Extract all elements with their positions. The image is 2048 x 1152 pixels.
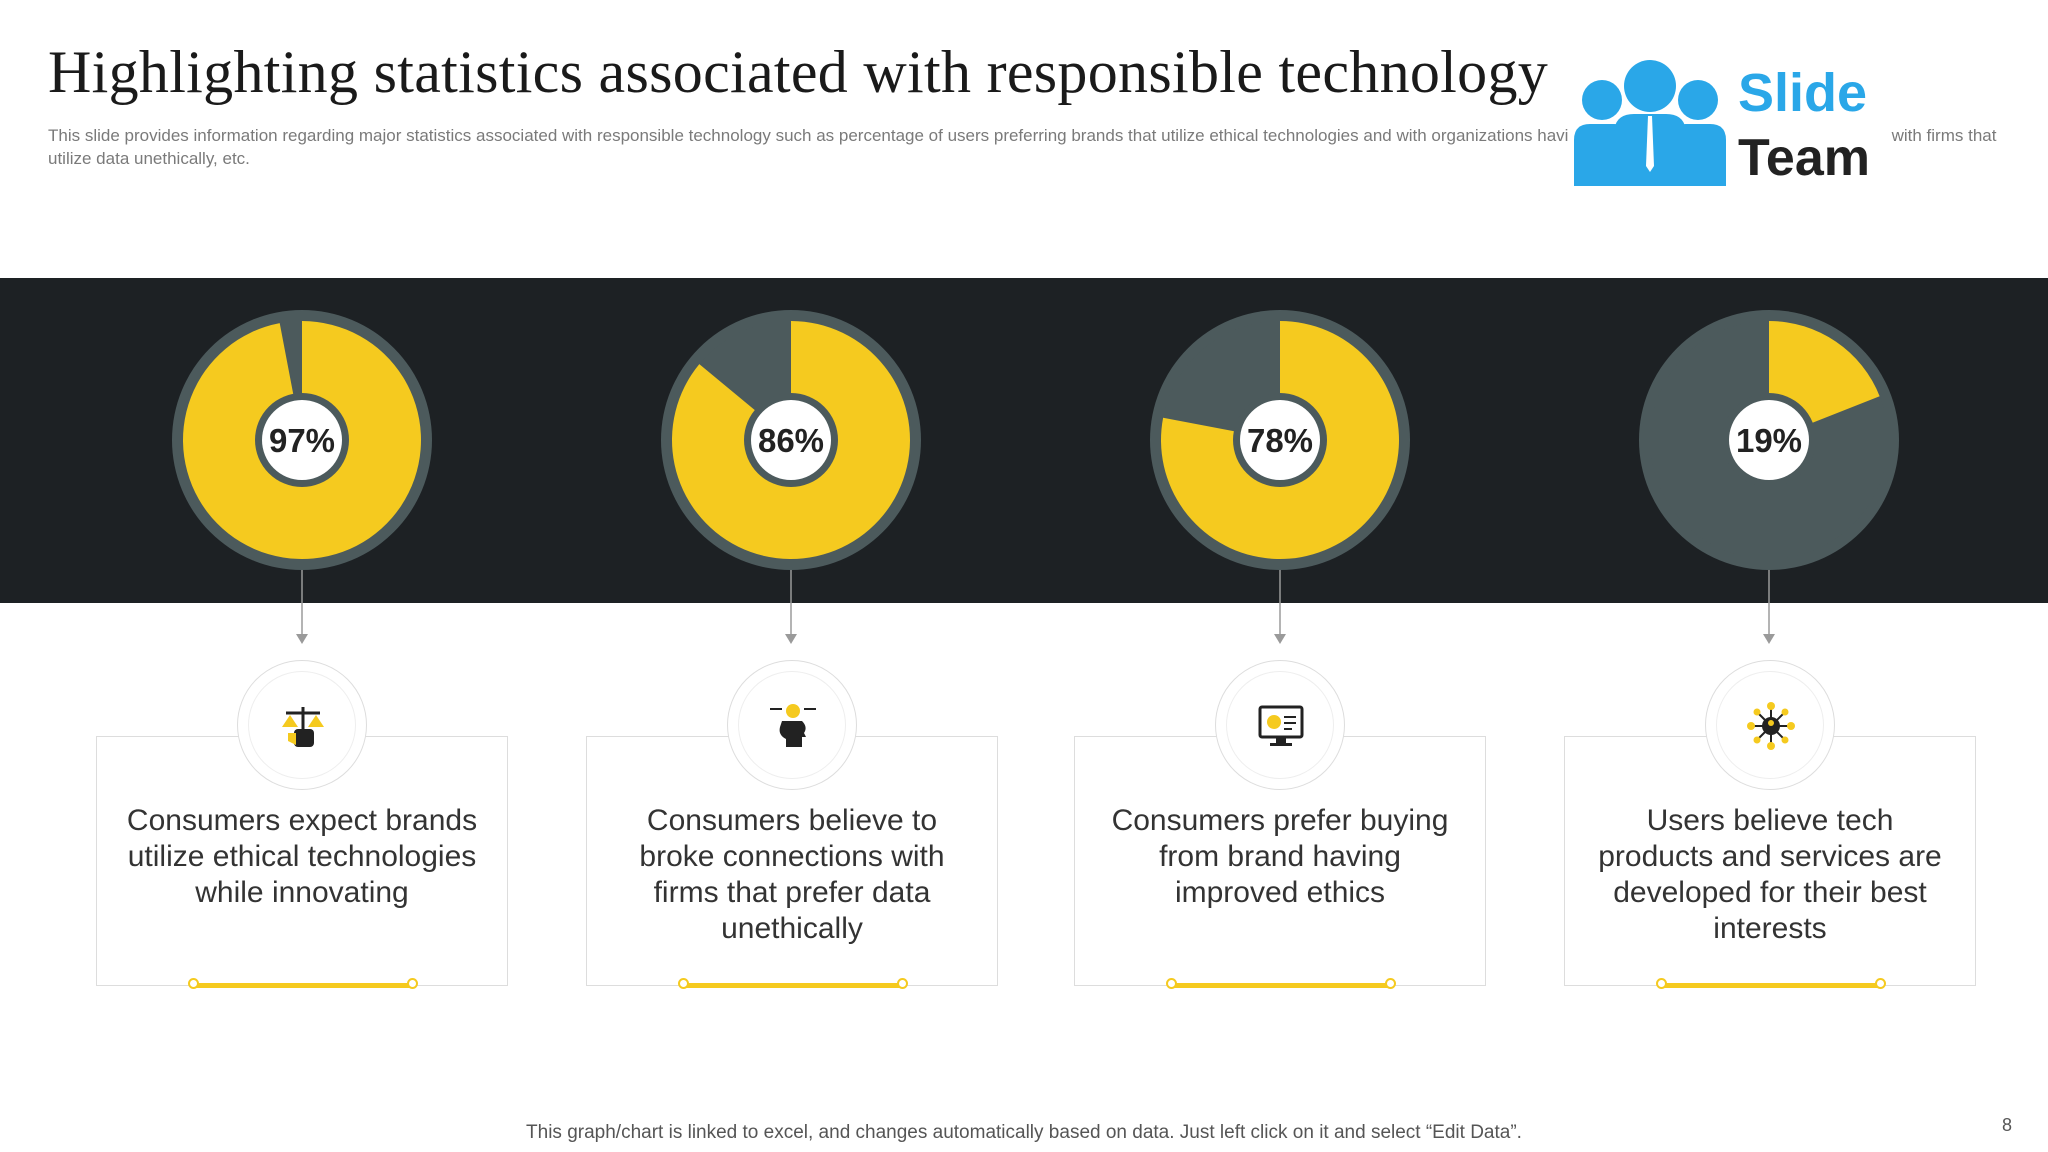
data-label: 97%: [269, 422, 335, 459]
card-accent-bar: [678, 978, 908, 989]
page-title: Highlighting statistics associated with …: [48, 39, 1549, 105]
logo-text-slide: Slide: [1738, 63, 1868, 123]
stat-card-4: Users believe tech products and services…: [1564, 736, 1976, 989]
card-text: Users believe tech products and services…: [1598, 804, 1942, 945]
card-text: Consumers expect brands utilize ethical …: [126, 804, 478, 909]
idea-head-icon: [727, 660, 857, 790]
data-label: 19%: [1736, 422, 1802, 459]
donut-hole: [1729, 400, 1809, 480]
logo-text-team: Team: [1738, 129, 1870, 187]
ethics-scale-icon: [237, 660, 367, 790]
footer-note: This graph/chart is linked to excel, and…: [526, 1122, 1522, 1143]
card-accent-bar: [1656, 978, 1886, 989]
donut-hole: [751, 400, 831, 480]
connector-arrow: [1763, 634, 1775, 644]
connector-arrow: [1274, 634, 1286, 644]
data-label: 78%: [1247, 422, 1313, 459]
team-people-icon: [1574, 60, 1726, 186]
page-number: 8: [2001, 1115, 2012, 1135]
monitor-gear-icon: [1215, 660, 1345, 790]
card-accent-bar: [188, 978, 418, 989]
slideteam-logo: Slide Team: [1568, 56, 1888, 186]
connector-arrow: [296, 634, 308, 644]
card-accent-bar: [1166, 978, 1396, 989]
donut-hole: [1240, 400, 1320, 480]
card-text: Consumers believe to broke connections w…: [639, 804, 945, 945]
card-text: Consumers prefer buying from brand havin…: [1111, 804, 1449, 909]
data-label: 86%: [758, 422, 824, 459]
donut-hole: [262, 400, 342, 480]
page-subtitle: This slide provides information regardin…: [48, 126, 1997, 168]
connector-arrow: [785, 634, 797, 644]
network-user-icon: [1705, 660, 1835, 790]
